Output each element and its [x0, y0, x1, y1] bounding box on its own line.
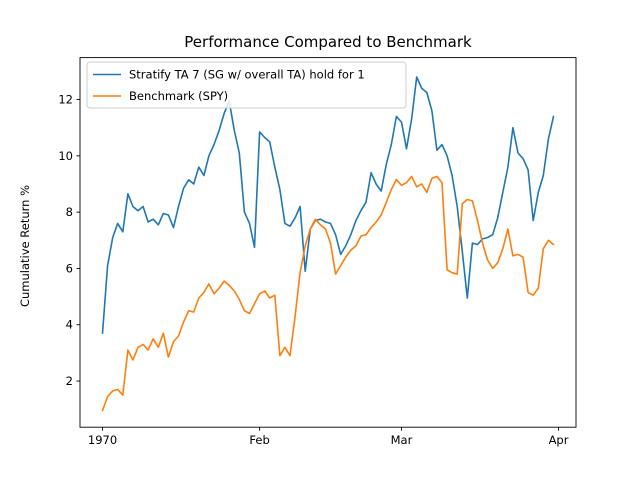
axis-ticks: 1970 Feb Mar Apr 2 4 6 8 10 12 — [58, 93, 568, 448]
legend-item-benchmark: Benchmark (SPY) — [93, 89, 228, 103]
x-tick-label: Mar — [391, 433, 413, 447]
y-axis-label: Cumulative Return % — [18, 185, 32, 307]
legend-item-strategy: Stratify TA 7 (SG w/ overall TA) hold fo… — [93, 68, 365, 82]
x-tick-label: Apr — [549, 433, 569, 447]
chart-title: Performance Compared to Benchmark — [184, 33, 472, 51]
legend-label-strategy: Stratify TA 7 (SG w/ overall TA) hold fo… — [129, 68, 365, 82]
legend: Stratify TA 7 (SG w/ overall TA) hold fo… — [86, 61, 407, 109]
legend-label-benchmark: Benchmark (SPY) — [129, 89, 228, 103]
strategy-line — [101, 76, 555, 335]
y-tick-label: 10 — [58, 149, 73, 163]
x-tick-label: Feb — [249, 433, 269, 447]
y-tick-label: 2 — [66, 374, 73, 388]
y-tick-label: 4 — [66, 318, 73, 332]
y-tick-label: 8 — [66, 205, 73, 219]
plot-frame — [79, 57, 577, 428]
y-tick-label: 6 — [66, 261, 73, 275]
series-lines — [101, 76, 555, 412]
y-tick-label: 12 — [58, 93, 73, 107]
x-tick-label: 1970 — [88, 433, 117, 447]
legend-box — [86, 61, 407, 109]
benchmark-line — [101, 175, 555, 412]
